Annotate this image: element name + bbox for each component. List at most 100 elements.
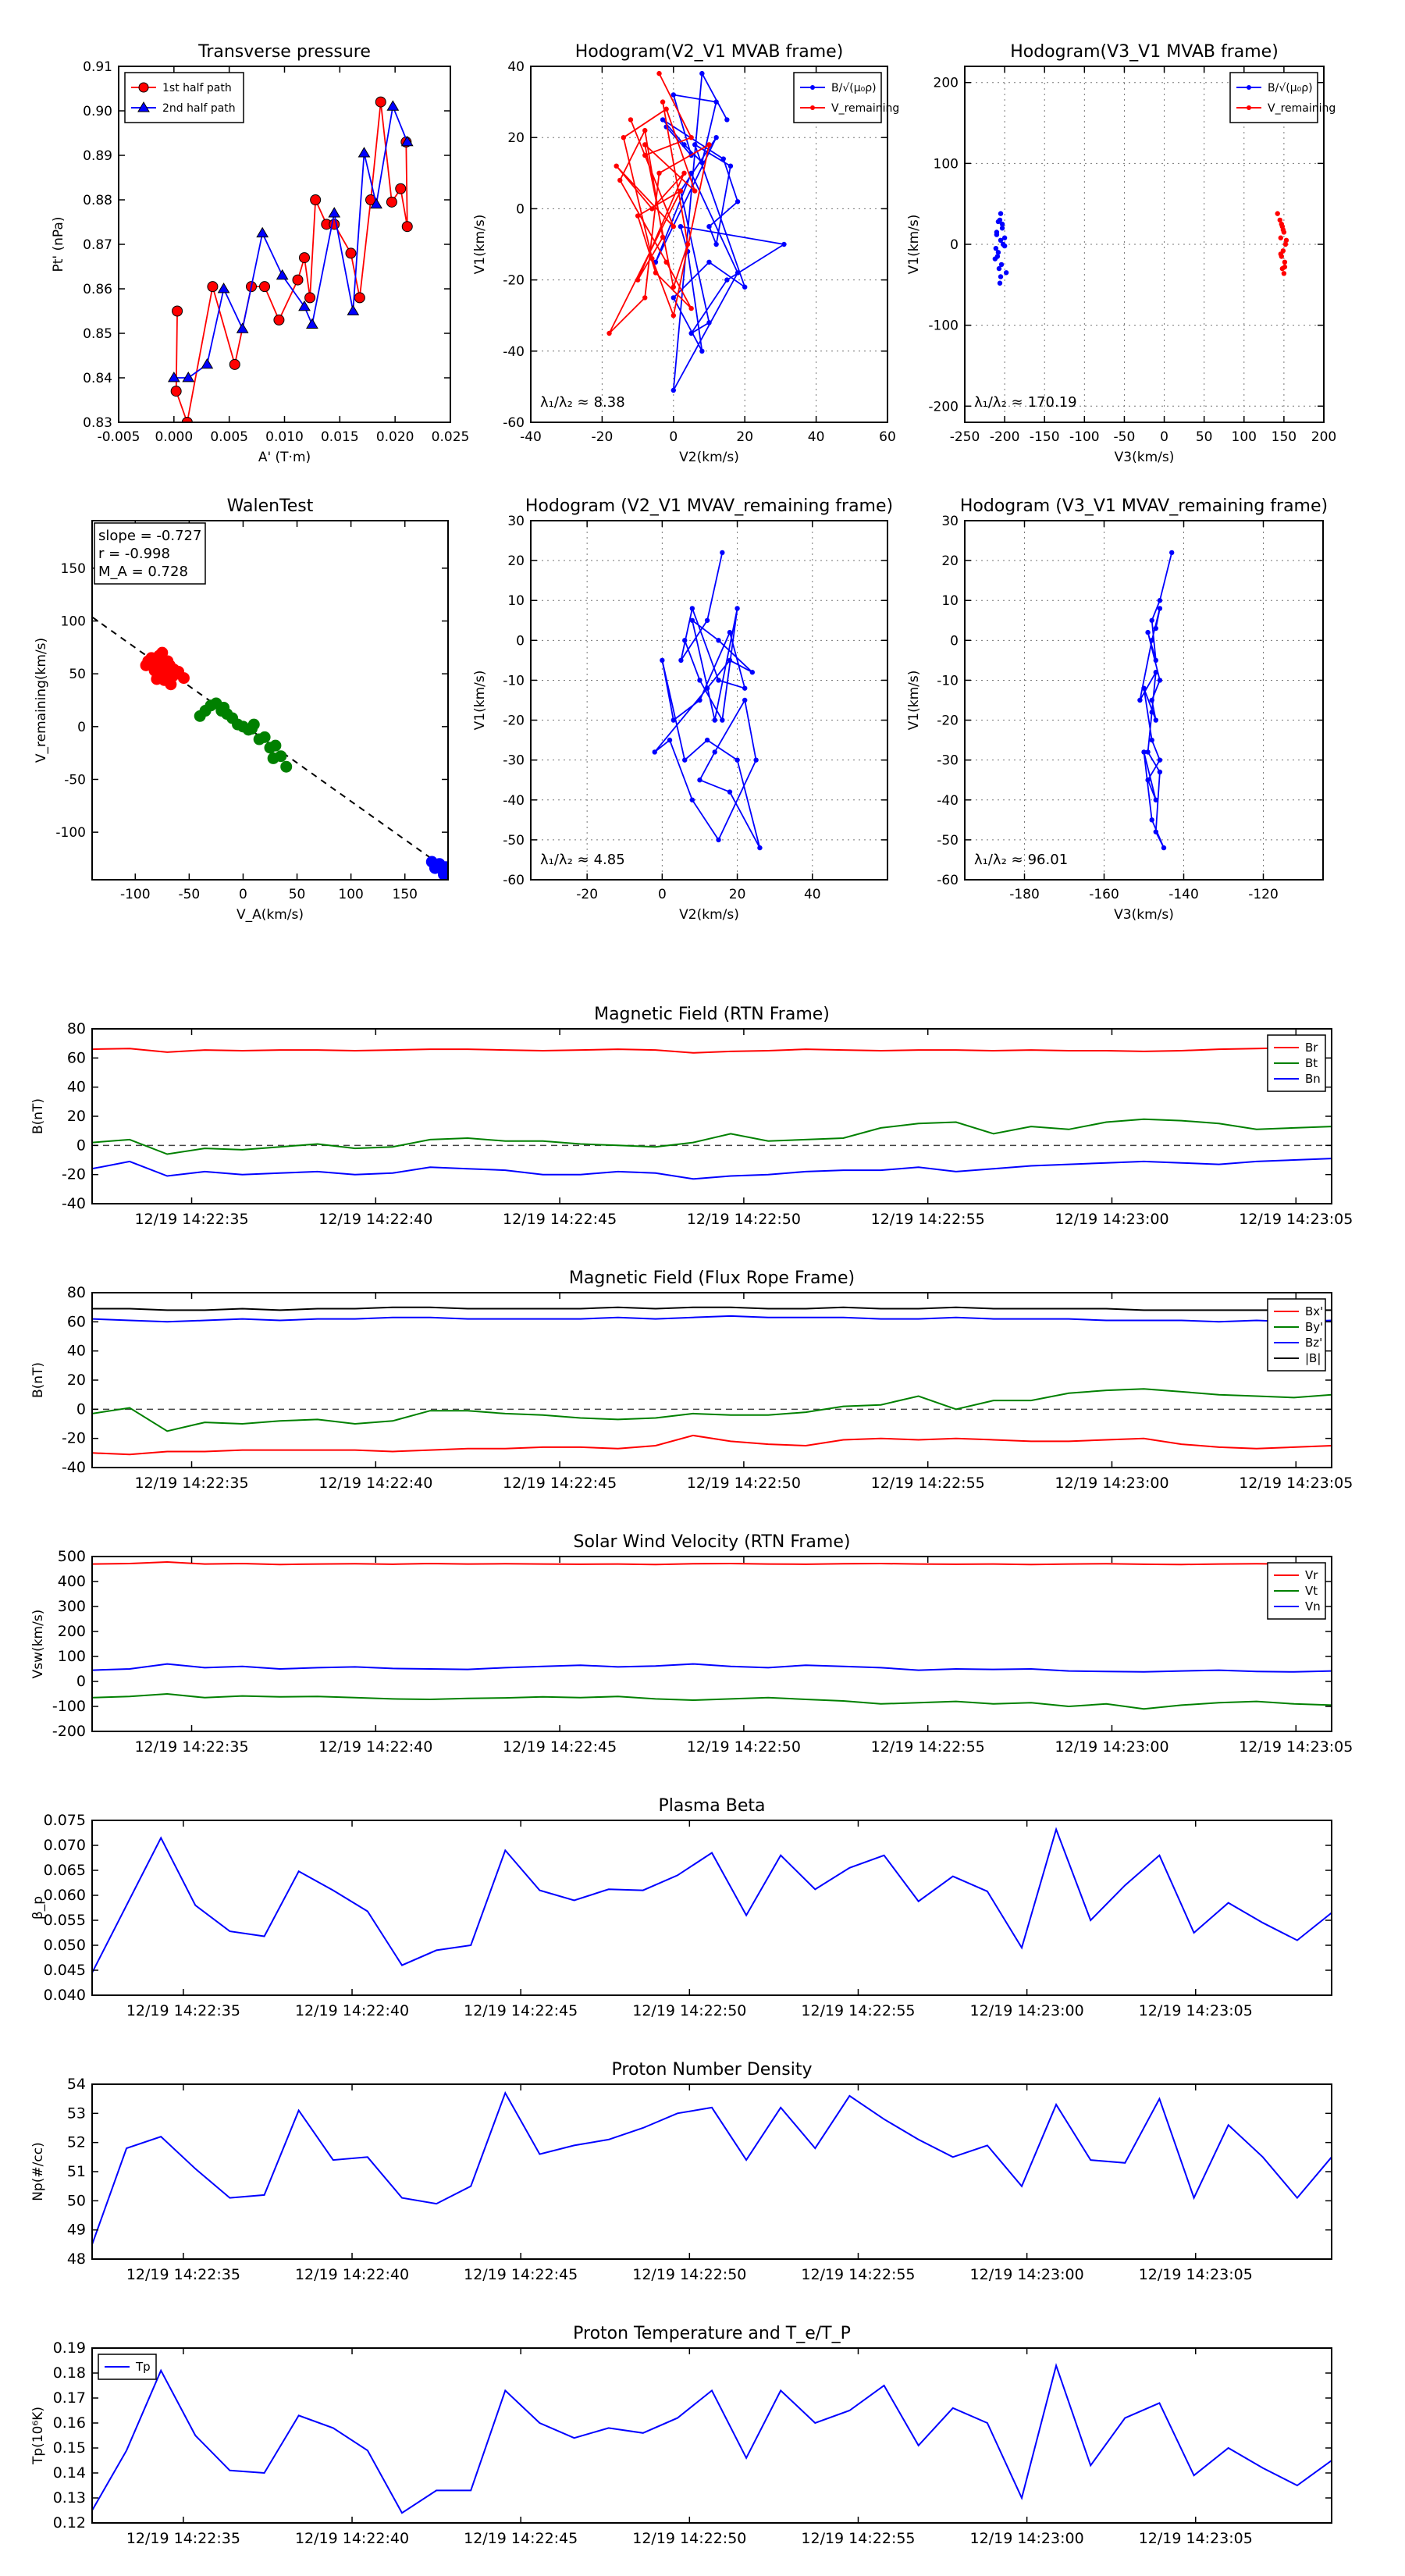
data-point — [688, 170, 694, 176]
x-tick-label: 12/19 14:22:50 — [687, 1738, 801, 1756]
x-tick-label: 12/19 14:22:50 — [687, 1475, 801, 1492]
data-point — [660, 117, 666, 123]
y-tick-label: 150 — [61, 561, 86, 577]
x-tick-label: 20 — [729, 887, 746, 902]
data-point — [395, 183, 407, 194]
data-point — [642, 152, 648, 158]
series-by-line — [92, 1388, 1332, 1432]
x-tick-label: -100 — [120, 887, 151, 902]
chart-hodo4: Hodogram (V3_V1 MVAV_remaining frame) -18… — [906, 496, 1328, 923]
eigen-ratio-prefix: λ₁/λ₂ ≈ — [974, 394, 1023, 411]
y-axis-label: V1(km/s) — [906, 215, 922, 275]
y-tick-label: 0 — [950, 237, 959, 253]
y-tick-label: 0.075 — [44, 1812, 86, 1829]
x-tick-label: 0 — [669, 429, 678, 445]
data-point — [999, 226, 1005, 231]
legend-label: |B| — [1305, 1351, 1321, 1365]
plot-area — [92, 616, 448, 880]
chart-title: Hodogram (V3_V1 MVAV_remaining frame) — [960, 496, 1328, 516]
series-bn-line — [92, 1158, 1332, 1180]
x-tick-label: 12/19 14:22:45 — [464, 2530, 578, 2547]
y-tick-label: 50 — [67, 2192, 86, 2209]
data-point — [168, 664, 180, 676]
x-tick-label: 150 — [1272, 429, 1297, 445]
data-point — [1282, 241, 1289, 247]
y-tick-label: 60 — [67, 1049, 86, 1066]
data-point — [1157, 757, 1163, 763]
data-point — [1153, 625, 1159, 632]
chart-title: Proton Number Density — [612, 2060, 813, 2080]
data-point — [994, 254, 1001, 259]
data-point — [727, 629, 733, 635]
data-point — [642, 127, 648, 133]
data-point — [1145, 749, 1151, 755]
data-point — [699, 159, 705, 165]
data-point — [328, 207, 341, 218]
data-point — [649, 256, 655, 262]
x-tick-label: 12/19 14:23:05 — [1139, 2002, 1253, 2019]
data-point — [273, 314, 285, 326]
x-tick-label: 12/19 14:23:05 — [1239, 1211, 1353, 1228]
data-point — [742, 685, 748, 691]
data-point — [628, 117, 634, 123]
data-point — [682, 757, 688, 763]
x-tick-label: 12/19 14:22:45 — [464, 2002, 578, 2019]
data-point — [182, 372, 195, 382]
y-axis-label: V1(km/s) — [906, 671, 922, 731]
y-tick-label: 0 — [950, 633, 959, 649]
x-tick-label: -160 — [1089, 887, 1119, 902]
data-point — [1278, 251, 1284, 257]
legend-label: B/√(μ₀ρ) — [831, 82, 877, 94]
y-tick-label: 100 — [61, 614, 86, 630]
y-tick-label: 20 — [507, 553, 525, 569]
y-tick-label: 500 — [58, 1548, 86, 1565]
data-point — [386, 196, 397, 208]
y-tick-label: 0.89 — [83, 148, 112, 164]
stats-box — [94, 522, 206, 585]
y-tick-label: 400 — [58, 1573, 86, 1590]
series-p-line — [92, 1827, 1332, 1973]
x-tick-label: 0 — [239, 887, 247, 902]
x-tick-label: 12/19 14:22:40 — [318, 1475, 432, 1492]
x-tick-label: 12/19 14:22:35 — [126, 2530, 240, 2547]
legend-marker — [810, 105, 815, 110]
data-point — [299, 252, 310, 264]
series-np-line — [92, 2090, 1332, 2245]
y-tick-label: 0 — [516, 633, 525, 649]
chart-tp: Proton Temperature and T_e/T_P 12/19 14:2… — [30, 2324, 1332, 2547]
y-tick-label: -60 — [503, 415, 525, 431]
legend-label: V_remaining — [1268, 102, 1336, 115]
data-point — [678, 224, 684, 229]
data-point — [165, 678, 177, 691]
data-point — [310, 194, 322, 205]
x-tick-label: 12/19 14:22:55 — [871, 1738, 985, 1756]
data-point — [218, 701, 230, 713]
series-bz-line — [92, 1315, 1332, 1323]
data-point — [716, 678, 721, 683]
data-point — [994, 229, 1000, 235]
series-bt-line — [92, 1118, 1332, 1155]
x-tick-label: 12/19 14:22:35 — [134, 1211, 248, 1228]
x-tick-label: 50 — [1196, 429, 1213, 445]
x-tick-label: 100 — [1232, 429, 1257, 445]
data-point — [162, 655, 174, 667]
y-tick-label: 80 — [67, 1020, 86, 1037]
chart-title: Hodogram(V2_V1 MVAB frame) — [575, 42, 844, 62]
y-tick-label: 0.86 — [83, 282, 112, 297]
series-b-line — [655, 71, 786, 391]
plot-frame — [530, 520, 888, 881]
data-point — [259, 281, 270, 293]
y-axis-label: Vsw(km/s) — [30, 1610, 46, 1679]
y-tick-label: 0 — [516, 201, 525, 217]
series-vr-line — [92, 1560, 1294, 1566]
y-tick-label: 0.91 — [83, 59, 112, 75]
data-point — [688, 135, 694, 141]
legend: Bx' By' Bz'|B| — [1267, 1298, 1326, 1372]
legend-label: Vr — [1305, 1568, 1318, 1582]
chart-title: Magnetic Field (RTN Frame) — [594, 1005, 830, 1024]
data-point — [621, 135, 627, 141]
x-tick-label: 0.025 — [432, 429, 470, 445]
series-2nd-half-path-line — [173, 104, 408, 379]
